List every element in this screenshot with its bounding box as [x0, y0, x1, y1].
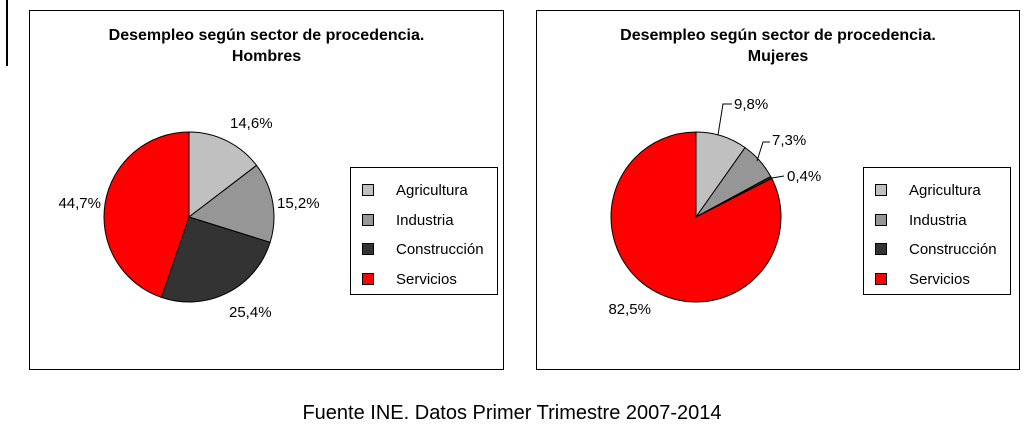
slice-agricultura: [188, 131, 258, 219]
chart-title: Desempleo según sector de procedencia. H…: [30, 25, 503, 67]
legend-item-construccion: Construcción: [875, 240, 997, 258]
legend-label: Construcción: [396, 240, 484, 258]
slice-servicios: [610, 131, 782, 303]
data-label-servicios: 44,7%: [58, 195, 101, 212]
legend: Agricultura Industria Construcción Servi…: [350, 167, 498, 295]
source-footer: Fuente INE. Datos Primer Trimestre 2007-…: [302, 402, 722, 424]
data-label-industria: 15,2%: [277, 195, 320, 212]
legend-item-construccion: Construcción: [362, 240, 484, 258]
legend-swatch: [362, 214, 374, 226]
legend-item-agricultura: Agricultura: [362, 181, 468, 199]
leader-line: [717, 103, 732, 136]
legend-swatch: [875, 243, 887, 255]
legend-label: Construcción: [909, 240, 997, 258]
legend-label: Industria: [909, 211, 967, 229]
legend-label: Servicios: [396, 270, 457, 288]
data-label-construccion: 25,4%: [229, 304, 272, 321]
legend-item-servicios: Servicios: [875, 270, 970, 288]
legend-item-industria: Industria: [362, 211, 454, 229]
data-label-agricultura: 14,6%: [230, 115, 273, 132]
legend-swatch: [875, 184, 887, 196]
pie-chart-mujeres: 9,8% 7,3% 0,4% 82,5%: [608, 96, 821, 318]
legend: Agricultura Industria Construcción Servi…: [863, 167, 1011, 295]
chart-title: Desempleo según sector de procedencia. M…: [537, 25, 1019, 67]
corner-mark: [0, 0, 8, 66]
legend-swatch: [362, 273, 374, 285]
legend-label: Agricultura: [396, 181, 468, 199]
data-label-agricultura: 9,8%: [734, 96, 768, 113]
data-label-industria: 7,3%: [772, 132, 806, 149]
slice-construccion: [160, 216, 271, 303]
chart-subtitle: Mujeres: [747, 48, 809, 65]
pie-chart-hombres: 14,6% 15,2% 25,4% 44,7%: [58, 115, 320, 321]
legend-item-servicios: Servicios: [362, 270, 457, 288]
legend-item-industria: Industria: [875, 211, 967, 229]
slice-servicios: [103, 131, 190, 299]
chart-title-line1: Desempleo según sector de procedencia.: [620, 27, 936, 44]
legend-label: Servicios: [909, 270, 970, 288]
data-label-servicios: 82,5%: [608, 301, 651, 318]
chart-panel-hombres: Desempleo según sector de procedencia. H…: [29, 10, 504, 370]
legend-label: Agricultura: [909, 181, 981, 199]
legend-item-agricultura: Agricultura: [875, 181, 981, 199]
legend-label: Industria: [396, 211, 454, 229]
legend-swatch: [875, 214, 887, 226]
chart-title-line1: Desempleo según sector de procedencia.: [108, 27, 425, 44]
data-label-construccion: 0,4%: [787, 168, 821, 185]
chart-panel-mujeres: Desempleo según sector de procedencia. M…: [536, 10, 1020, 370]
leader-line: [771, 175, 785, 179]
leader-line: [756, 141, 770, 162]
legend-swatch: [362, 184, 374, 196]
legend-swatch: [362, 243, 374, 255]
chart-subtitle: Hombres: [231, 48, 302, 65]
legend-swatch: [875, 273, 887, 285]
